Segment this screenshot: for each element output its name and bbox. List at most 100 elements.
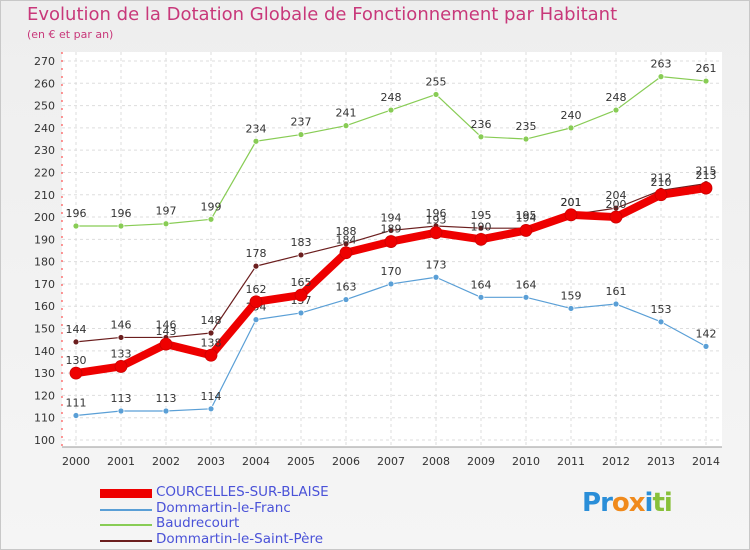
data-label: 236 [471, 118, 492, 131]
x-tick-label: 2005 [287, 455, 315, 468]
y-tick-label: 170 [34, 278, 55, 291]
data-label: 255 [426, 75, 447, 88]
legend-label: Dommartin-le-Saint-Père [156, 530, 324, 547]
data-label: 196 [66, 207, 87, 220]
y-tick-label: 270 [34, 55, 55, 68]
data-point [522, 135, 530, 143]
data-label: 201 [561, 196, 582, 209]
data-point [117, 334, 125, 341]
data-label: 163 [336, 281, 357, 294]
data-point [342, 296, 350, 303]
data-point [252, 316, 260, 324]
logo-letter: r [600, 488, 613, 518]
logo-letter: t [652, 488, 664, 518]
data-point [612, 106, 620, 114]
data-label: 173 [426, 258, 447, 271]
legend-swatch [100, 508, 152, 511]
y-tick-label: 190 [34, 233, 55, 246]
x-tick-label: 2011 [557, 455, 585, 468]
data-label: 190 [471, 220, 492, 233]
data-label: 188 [336, 225, 357, 238]
data-point [162, 407, 170, 415]
data-label: 114 [201, 390, 222, 403]
chart-subtitle: (en € et par an) [27, 28, 114, 41]
proxiti-logo: Proxiti [582, 488, 673, 518]
data-label: 204 [606, 189, 627, 202]
data-point [567, 305, 575, 312]
data-label: 148 [201, 314, 222, 327]
data-point [702, 77, 710, 85]
x-tick-label: 2004 [242, 455, 270, 468]
data-point [297, 131, 305, 138]
data-point [477, 224, 485, 232]
x-tick-label: 2008 [422, 455, 450, 468]
data-label: 194 [516, 211, 537, 224]
data-label: 113 [156, 392, 177, 405]
data-point [252, 137, 260, 145]
data-label: 170 [381, 265, 402, 278]
data-label: 201 [561, 196, 582, 209]
data-label: 235 [516, 120, 537, 133]
x-tick-label: 2006 [332, 455, 360, 468]
data-point [384, 235, 398, 248]
x-tick-label: 2001 [107, 455, 135, 468]
data-label: 183 [291, 236, 312, 249]
data-point [342, 122, 350, 130]
data-point [702, 342, 710, 350]
data-point [387, 280, 395, 288]
y-tick-label: 140 [34, 345, 55, 358]
data-label: 159 [561, 289, 582, 302]
data-label: 143 [156, 325, 177, 338]
data-label: 200 [606, 198, 627, 211]
data-point [522, 293, 530, 301]
data-label: 195 [471, 209, 492, 222]
x-tick-label: 2010 [512, 455, 540, 468]
legend-label: Dommartin-le-Franc [156, 499, 291, 516]
data-point [387, 227, 395, 234]
data-label: 146 [111, 318, 132, 331]
data-label: 241 [336, 107, 357, 120]
x-tick-label: 2009 [467, 455, 495, 468]
data-point [207, 405, 215, 413]
y-tick-label: 100 [34, 434, 55, 447]
y-tick-label: 150 [34, 323, 55, 336]
plot-area [62, 52, 722, 447]
legend-label: Baudrecourt [156, 515, 240, 531]
data-label: 234 [246, 122, 267, 135]
data-label: 197 [156, 205, 177, 218]
data-point [72, 338, 80, 346]
data-label: 130 [66, 354, 87, 367]
data-point [654, 188, 668, 202]
y-tick-label: 110 [34, 412, 55, 425]
legend-swatch [100, 524, 152, 526]
logo-letter: i [663, 488, 673, 518]
data-point [477, 293, 485, 301]
data-point [72, 412, 80, 419]
data-point [72, 222, 80, 230]
data-point [432, 91, 440, 98]
data-point [657, 318, 665, 326]
y-tick-label: 260 [34, 77, 55, 90]
x-tick-label: 2012 [602, 455, 630, 468]
logo-letter: i [644, 488, 654, 518]
x-tick-label: 2003 [197, 455, 225, 468]
data-point [162, 220, 170, 228]
data-label: 178 [246, 247, 267, 260]
y-tick-label: 200 [34, 211, 55, 224]
data-label: 165 [291, 276, 312, 289]
data-label: 263 [651, 58, 672, 71]
data-point [69, 366, 83, 380]
logo-letter: x [628, 488, 646, 518]
data-label: 184 [336, 234, 357, 247]
legend-label: COURCELLES-SUR-BLAISE [156, 484, 329, 500]
logo-letter: o [611, 488, 630, 518]
data-label: 164 [516, 278, 537, 291]
y-tick-label: 250 [34, 100, 55, 113]
data-point [114, 360, 128, 373]
data-point [699, 181, 713, 195]
data-label: 210 [651, 176, 672, 189]
data-point [612, 300, 620, 308]
data-point [297, 309, 305, 317]
data-label: 144 [66, 323, 87, 336]
